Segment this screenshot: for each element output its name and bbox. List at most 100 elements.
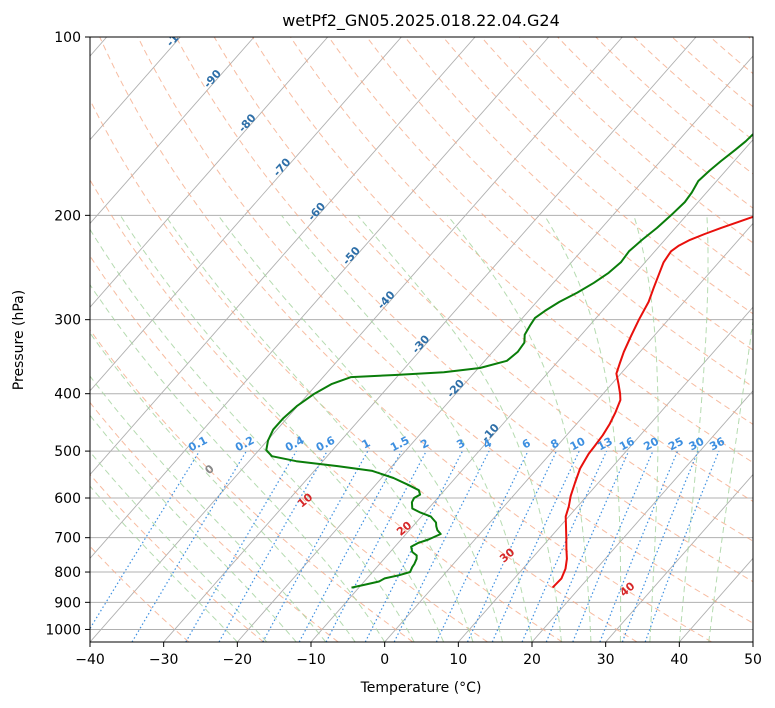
moist-adiabat-line <box>90 485 238 642</box>
isotherm-line <box>384 222 753 642</box>
moist-adiabat-line <box>90 451 268 642</box>
mixing-ratio-line <box>393 450 490 642</box>
isotherm-line <box>531 390 753 642</box>
dry-adiabat-line <box>595 37 753 175</box>
x-tick-label: −40 <box>75 652 105 668</box>
dry-adiabat-line <box>90 545 190 642</box>
isotherm-line <box>605 473 753 642</box>
moist-adiabat-line <box>446 214 592 642</box>
dry-adiabat-line <box>90 255 488 642</box>
mixing-ratio-label: 36 <box>707 435 727 454</box>
x-tick-label: 0 <box>380 652 389 668</box>
isotherm-line <box>90 37 329 308</box>
mixing-ratio-label: 16 <box>617 435 637 454</box>
isotherm-line <box>457 306 753 642</box>
isotherm-line <box>678 557 753 642</box>
isotherm-label: -20 <box>444 377 467 401</box>
moist-adiabat-line <box>164 215 474 642</box>
moist-adiabat-line <box>281 214 533 642</box>
dry-adiabat-line <box>404 37 753 351</box>
isotherm-line <box>90 37 402 392</box>
mixing-ratio-line <box>131 450 247 642</box>
mixing-ratio-line <box>621 450 699 642</box>
moist-adiabat-line <box>217 215 503 642</box>
mixing-ratio-label: 20 <box>641 435 661 454</box>
isotherm-label: -80 <box>236 111 259 135</box>
isotherm-label: -60 <box>305 200 328 224</box>
dry-adiabat-line <box>99 37 712 642</box>
dry-adiabat-line <box>290 37 753 464</box>
y-tick-label: 800 <box>54 565 81 581</box>
isotherm-label: -50 <box>340 244 363 268</box>
y-tick-label: 200 <box>54 208 81 224</box>
mixing-ratio-label: 6 <box>520 436 533 451</box>
y-axis: 100 200 300 400 500 600 700 800 900 1000 <box>45 30 90 638</box>
isotherm-label: -70 <box>271 155 294 179</box>
mixing-ratio-label: 13 <box>595 435 615 454</box>
temperature-line <box>551 215 753 589</box>
dry-adiabat-line <box>442 37 753 315</box>
x-tick-label: 50 <box>744 652 762 668</box>
mixing-ratio-line <box>572 450 654 642</box>
x-axis-title: Temperature (°C) <box>360 680 482 696</box>
isotherm-line <box>90 37 623 642</box>
mixing-ratio-line <box>466 450 558 642</box>
mixing-ratio-label: 30 <box>687 435 707 454</box>
dewpoint-line <box>265 132 753 589</box>
isotherm-line <box>163 37 697 642</box>
dry-adiabat-line <box>748 37 753 42</box>
isotherm-line <box>752 641 753 642</box>
isotherm-label: -100 <box>164 20 192 49</box>
x-axis: −40 −30 −20 −10 0 10 20 30 40 50 <box>75 642 762 668</box>
x-tick-label: 10 <box>449 652 467 668</box>
isotherm-label: -90 <box>201 67 224 91</box>
y-axis-title: Pressure (hPa) <box>11 290 27 390</box>
mixing-ratio-line <box>218 450 328 642</box>
plot-labels: 0.1 0.2 0.4 0.6 1 1.5 2 3 4 6 8 10 13 16 20 25 30 36-100-… <box>164 20 728 599</box>
dry-adiabat-line <box>175 37 753 583</box>
mixing-ratio-line <box>545 450 630 642</box>
dry-adiabat-line <box>90 98 638 642</box>
mixing-ratio-line <box>298 450 403 642</box>
moist-adiabat-line <box>90 228 415 642</box>
mixing-ratio-label: 25 <box>666 435 686 454</box>
isotherm-line <box>90 37 476 476</box>
dry-adiabat-line <box>328 37 753 425</box>
y-tick-label: 100 <box>54 30 81 46</box>
mixing-ratio-label: 1 <box>360 436 373 451</box>
mixing-ratio-label: 3 <box>454 436 467 451</box>
isotherm-line <box>90 37 255 225</box>
isotherm-line <box>90 37 550 559</box>
moist-adiabat-line <box>119 215 445 642</box>
mixing-ratio-label: 10 <box>568 435 588 454</box>
y-tick-label: 1000 <box>45 622 81 638</box>
mixing-ratio-line <box>599 450 679 642</box>
dry-adiabat-line <box>213 37 753 542</box>
y-tick-label: 600 <box>54 491 81 507</box>
dry-adiabat-line <box>90 178 563 642</box>
dry-adiabat-line <box>90 473 264 642</box>
dry-adiabat-line <box>519 37 753 244</box>
moist-adiabat-line <box>90 283 386 642</box>
mixing-ratio-line <box>90 450 201 630</box>
x-tick-label: 30 <box>597 652 615 668</box>
x-tick-label: 20 <box>523 652 541 668</box>
moist-adiabat-line <box>708 317 753 642</box>
y-tick-label: 500 <box>54 444 81 460</box>
y-tick-label: 700 <box>54 531 81 547</box>
dry-adiabat-line <box>557 37 753 209</box>
moist-adiabat-line <box>543 215 622 642</box>
moist-adiabat-line <box>357 214 562 642</box>
moist-adiabat-line <box>90 414 297 642</box>
isotherm-label: -40 <box>375 288 398 312</box>
dry-adiabat-line <box>90 401 339 642</box>
mixing-ratio-label: 2 <box>418 436 431 451</box>
dry-adiabat-line <box>137 37 753 624</box>
mixing-ratio-line <box>262 450 369 642</box>
mixing-ratio-line <box>185 450 297 642</box>
y-tick-label: 400 <box>54 387 81 403</box>
y-tick-label: 300 <box>54 313 81 329</box>
dry-adiabat-label: 0 <box>202 462 216 477</box>
plot-frame <box>89 36 754 643</box>
